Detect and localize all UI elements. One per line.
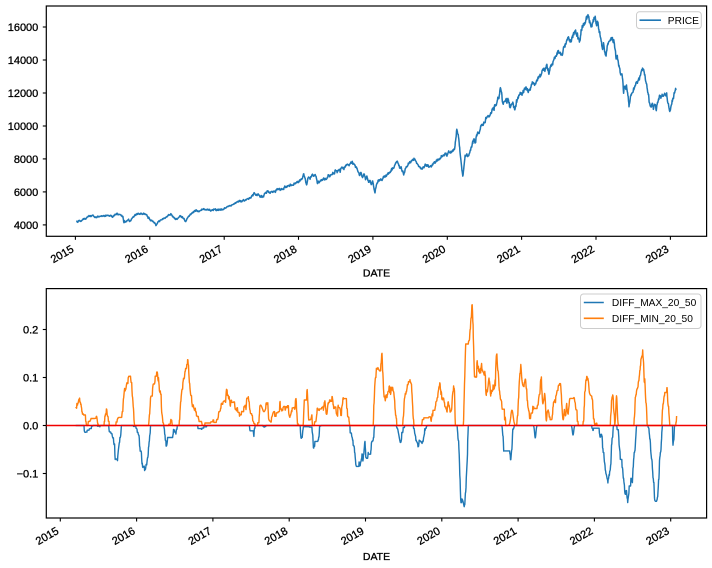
svg-text:8000: 8000 <box>14 154 38 166</box>
svg-text:0.1: 0.1 <box>23 372 38 384</box>
svg-text:16000: 16000 <box>8 22 39 34</box>
svg-text:DIFF_MIN_20_50: DIFF_MIN_20_50 <box>612 314 693 325</box>
svg-text:6000: 6000 <box>14 187 38 199</box>
svg-text:14000: 14000 <box>8 55 39 67</box>
svg-text:0.2: 0.2 <box>23 324 38 336</box>
svg-text:10000: 10000 <box>8 121 39 133</box>
svg-text:DIFF_MAX_20_50: DIFF_MAX_20_50 <box>612 298 697 309</box>
svg-text:12000: 12000 <box>8 88 39 100</box>
svg-text:0.0: 0.0 <box>23 420 38 432</box>
svg-text:4000: 4000 <box>14 220 38 232</box>
svg-text:−0.1: −0.1 <box>17 468 39 480</box>
svg-text:PRICE: PRICE <box>668 16 699 27</box>
svg-text:DATE: DATE <box>363 551 390 563</box>
svg-text:DATE: DATE <box>363 268 390 280</box>
